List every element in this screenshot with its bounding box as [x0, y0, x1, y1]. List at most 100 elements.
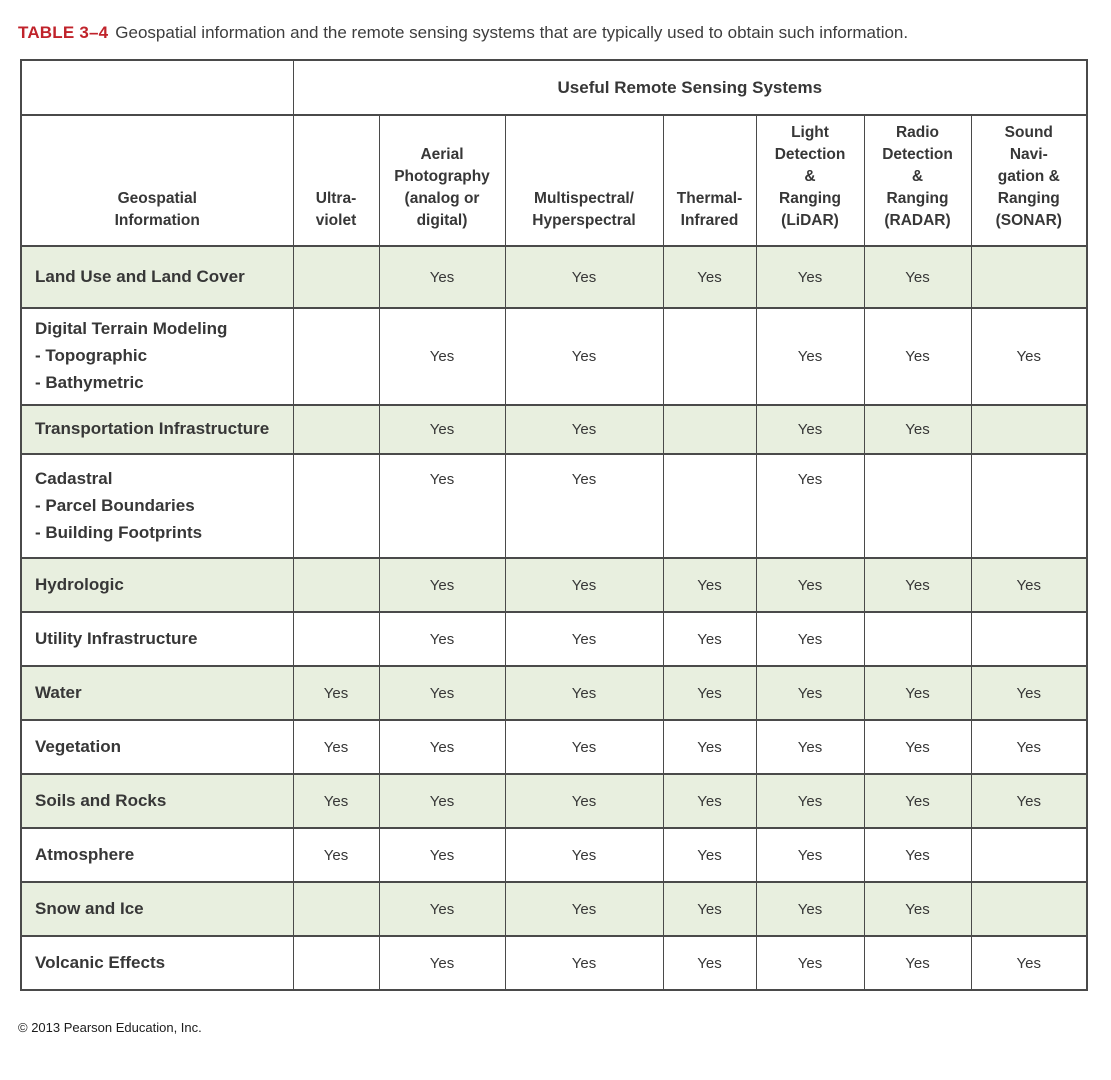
empty-cell: [863, 611, 972, 668]
yes-cell: Yes: [378, 404, 506, 456]
yes-cell: Yes: [504, 453, 664, 560]
yes-cell: Yes: [755, 665, 865, 722]
row-label: Atmosphere: [20, 827, 294, 884]
page: TABLE 3–4 Geospatial information and the …: [18, 23, 1089, 1036]
empty-cell: [662, 404, 757, 456]
column-header-ultraviolet: Ultra- violet: [292, 114, 380, 248]
empty-cell: [292, 611, 380, 668]
empty-cell: [970, 881, 1088, 938]
table-number: TABLE 3–4: [18, 23, 109, 42]
empty-cell: [970, 827, 1088, 884]
yes-cell: Yes: [863, 245, 972, 310]
yes-cell: Yes: [755, 827, 865, 884]
column-header-geospatial-information: Geospatial Information: [20, 114, 294, 248]
empty-cell: [970, 404, 1088, 456]
yes-cell: Yes: [662, 665, 757, 722]
table-row: Snow and Ice Yes Yes Yes Yes Yes: [20, 881, 1088, 938]
row-label: Cadastral - Parcel Boundaries - Building…: [20, 453, 294, 560]
empty-cell: [662, 453, 757, 560]
yes-cell: Yes: [863, 881, 972, 938]
yes-cell: Yes: [863, 773, 972, 830]
table-row: Soils and Rocks Yes Yes Yes Yes Yes Yes Yes: [20, 773, 1088, 830]
yes-cell: Yes: [755, 404, 865, 456]
empty-cell: [292, 935, 380, 992]
yes-cell: Yes: [662, 611, 757, 668]
table-row: Volcanic Effects Yes Yes Yes Yes Yes Yes: [20, 935, 1088, 992]
table-row: Digital Terrain Modeling - Topographic -…: [20, 307, 1088, 407]
yes-cell: Yes: [504, 773, 664, 830]
yes-cell: Yes: [863, 404, 972, 456]
yes-cell: Yes: [292, 827, 380, 884]
empty-cell: [292, 245, 380, 310]
corner-cell: [20, 59, 294, 117]
table-row: Land Use and Land Cover Yes Yes Yes Yes Yes: [20, 245, 1088, 310]
column-header-radar: Radio Detection & Ranging (RADAR): [863, 114, 972, 248]
empty-cell: [970, 611, 1088, 668]
yes-cell: Yes: [970, 935, 1088, 992]
yes-cell: Yes: [378, 557, 506, 614]
yes-cell: Yes: [504, 665, 664, 722]
yes-cell: Yes: [504, 307, 664, 407]
yes-cell: Yes: [378, 773, 506, 830]
yes-cell: Yes: [970, 557, 1088, 614]
empty-cell: [292, 404, 380, 456]
empty-cell: [970, 245, 1088, 310]
row-label: Volcanic Effects: [20, 935, 294, 992]
table-row: Transportation Infrastructure Yes Yes Yes Ye…: [20, 404, 1088, 456]
table-row: Cadastral - Parcel Boundaries - Building…: [20, 453, 1088, 560]
row-label: Hydrologic: [20, 557, 294, 614]
row-label: Snow and Ice: [20, 881, 294, 938]
empty-cell: [292, 453, 380, 560]
yes-cell: Yes: [662, 719, 757, 776]
column-header-lidar: Light Detection & Ranging (LiDAR): [755, 114, 865, 248]
row-label: Vegetation: [20, 719, 294, 776]
empty-cell: [292, 307, 380, 407]
yes-cell: Yes: [504, 557, 664, 614]
yes-cell: Yes: [970, 773, 1088, 830]
group-header: Useful Remote Sensing Systems: [292, 59, 1088, 117]
table-row: Water Yes Yes Yes Yes Yes Yes Yes: [20, 665, 1088, 722]
yes-cell: Yes: [504, 719, 664, 776]
column-header-thermal-infrared: Thermal- Infrared: [662, 114, 757, 248]
yes-cell: Yes: [292, 719, 380, 776]
yes-cell: Yes: [662, 773, 757, 830]
yes-cell: Yes: [970, 665, 1088, 722]
yes-cell: Yes: [378, 881, 506, 938]
yes-cell: Yes: [662, 245, 757, 310]
empty-cell: [970, 453, 1088, 560]
yes-cell: Yes: [662, 881, 757, 938]
table-row: Utility Infrastructure Yes Yes Yes Yes: [20, 611, 1088, 668]
yes-cell: Yes: [863, 827, 972, 884]
yes-cell: Yes: [378, 935, 506, 992]
yes-cell: Yes: [755, 245, 865, 310]
yes-cell: Yes: [504, 245, 664, 310]
yes-cell: Yes: [378, 453, 506, 560]
empty-cell: [292, 881, 380, 938]
yes-cell: Yes: [970, 307, 1088, 407]
yes-cell: Yes: [378, 827, 506, 884]
yes-cell: Yes: [504, 881, 664, 938]
table-body: Land Use and Land Cover Yes Yes Yes Yes Yes Di…: [20, 245, 1088, 992]
yes-cell: Yes: [755, 773, 865, 830]
yes-cell: Yes: [863, 719, 972, 776]
yes-cell: Yes: [755, 611, 865, 668]
yes-cell: Yes: [755, 881, 865, 938]
yes-cell: Yes: [755, 935, 865, 992]
group-header-row: Useful Remote Sensing Systems: [20, 59, 1088, 117]
yes-cell: Yes: [378, 665, 506, 722]
yes-cell: Yes: [755, 453, 865, 560]
yes-cell: Yes: [378, 611, 506, 668]
table-row: Vegetation Yes Yes Yes Yes Yes Yes Yes: [20, 719, 1088, 776]
yes-cell: Yes: [863, 557, 972, 614]
table-row: Hydrologic Yes Yes Yes Yes Yes Yes: [20, 557, 1088, 614]
caption-text: Geospatial information and the remote se…: [115, 23, 909, 42]
yes-cell: Yes: [970, 719, 1088, 776]
yes-cell: Yes: [662, 827, 757, 884]
yes-cell: Yes: [755, 557, 865, 614]
column-header-sonar: Sound Navi- gation & Ranging (SONAR): [970, 114, 1088, 248]
copyright: © 2013 Pearson Education, Inc.: [18, 1020, 202, 1036]
yes-cell: Yes: [504, 827, 664, 884]
row-label: Transportation Infrastructure: [20, 404, 294, 456]
geospatial-table: Useful Remote Sensing Systems Geospatial…: [20, 59, 1089, 992]
column-header-aerial-photography: Aerial Photography (analog or digital): [378, 114, 506, 248]
